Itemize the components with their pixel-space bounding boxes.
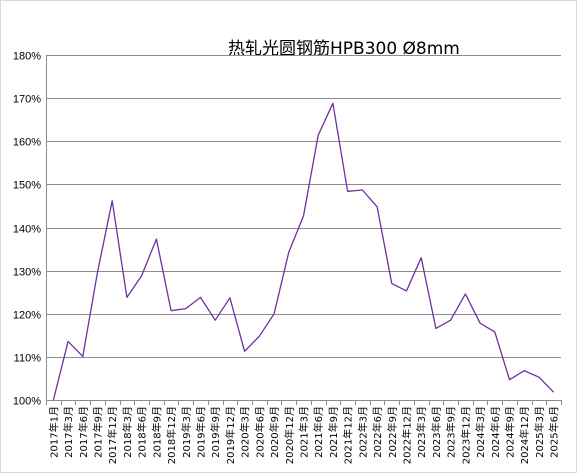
x-tick-label: 2018年3月 xyxy=(121,406,134,458)
x-tick-label: 2023年3月 xyxy=(415,406,428,458)
x-tick-label: 2021年6月 xyxy=(312,406,325,458)
x-tick-label: 2020年6月 xyxy=(253,406,266,458)
x-tick-label: 2020年12月 xyxy=(283,406,296,464)
x-tick-label: 2022年3月 xyxy=(356,406,369,458)
series-line xyxy=(52,102,555,401)
y-tick-label: 100% xyxy=(13,396,41,408)
x-tick-label: 2017年6月 xyxy=(77,406,90,458)
x-tick-label: 2019年3月 xyxy=(180,406,193,458)
x-tick-label: 2021年3月 xyxy=(298,406,311,458)
chart-title: 热轧光圆钢筋HPB300 Ø8mm xyxy=(228,39,460,59)
x-tick-label: 2017年3月 xyxy=(62,406,75,458)
series xyxy=(52,102,555,401)
x-tick-label: 2019年6月 xyxy=(195,406,208,458)
gridlines xyxy=(46,55,561,401)
axes xyxy=(46,55,562,405)
y-tick-label: 160% xyxy=(13,137,41,149)
x-tick-label: 2024年3月 xyxy=(474,406,487,458)
y-tick-label: 170% xyxy=(13,94,41,106)
x-tick-label: 2020年3月 xyxy=(239,406,252,458)
y-tick-label: 120% xyxy=(13,310,41,322)
x-tick-label: 2017年12月 xyxy=(106,406,119,464)
x-tick-label: 2021年12月 xyxy=(342,406,355,464)
x-tick-label: 2023年12月 xyxy=(459,406,472,464)
x-tick-label: 2018年9月 xyxy=(150,406,163,458)
x-tick-label: 2025年3月 xyxy=(533,406,546,458)
x-tick-label: 2022年6月 xyxy=(371,406,384,458)
x-tick-label: 2018年6月 xyxy=(136,406,149,458)
y-tick-labels: 100% 110% 120% 130% 140% 150% 160% 170% 180% xyxy=(13,51,41,408)
y-tick-label: 140% xyxy=(13,224,41,236)
x-tick-labels: 2017年1月 2017年3月 2017年6月 2017年9月 2017年12月 2018… xyxy=(47,406,560,464)
y-tick-label: 110% xyxy=(14,353,42,365)
x-tick-label: 2018年12月 xyxy=(165,406,178,464)
y-tick-label: 150% xyxy=(13,180,41,192)
y-tick-label: 180% xyxy=(13,51,41,63)
x-tick-label: 2017年9月 xyxy=(92,406,105,458)
y-tick-label: 130% xyxy=(13,267,41,279)
x-tick-label: 2017年1月 xyxy=(47,406,60,458)
x-tick-label: 2019年9月 xyxy=(209,406,222,458)
x-tick-label: 2020年9月 xyxy=(268,406,281,458)
x-tick-label: 2023年9月 xyxy=(445,406,458,458)
x-tick-label: 2023年6月 xyxy=(430,406,443,458)
x-tick-label: 2022年12月 xyxy=(401,406,414,464)
x-tick-label: 2024年12月 xyxy=(518,406,531,464)
x-tick-label: 2022年9月 xyxy=(386,406,399,458)
x-tick-label: 2024年6月 xyxy=(489,406,502,458)
x-tick-label: 2024年9月 xyxy=(504,406,517,458)
x-tick-label: 2021年9月 xyxy=(327,406,340,458)
x-tick-label: 2025年6月 xyxy=(548,406,561,458)
x-tick-label: 2019年12月 xyxy=(224,406,237,464)
